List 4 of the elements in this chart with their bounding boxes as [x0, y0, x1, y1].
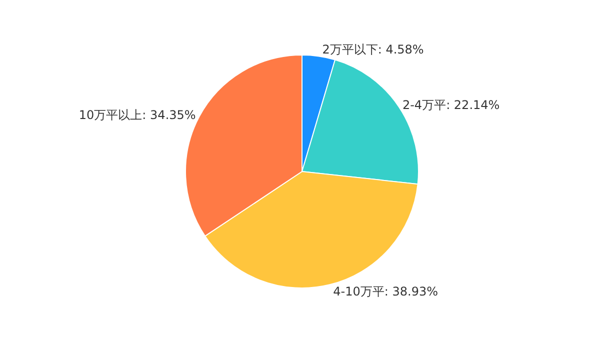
- slice-label: 2万平以下: 4.58%: [322, 42, 424, 56]
- slice-label: 10万平以上: 34.35%: [78, 108, 196, 122]
- slice-label: 2-4万平: 22.14%: [402, 98, 500, 112]
- slice-label: 4-10万平: 38.93%: [333, 284, 438, 298]
